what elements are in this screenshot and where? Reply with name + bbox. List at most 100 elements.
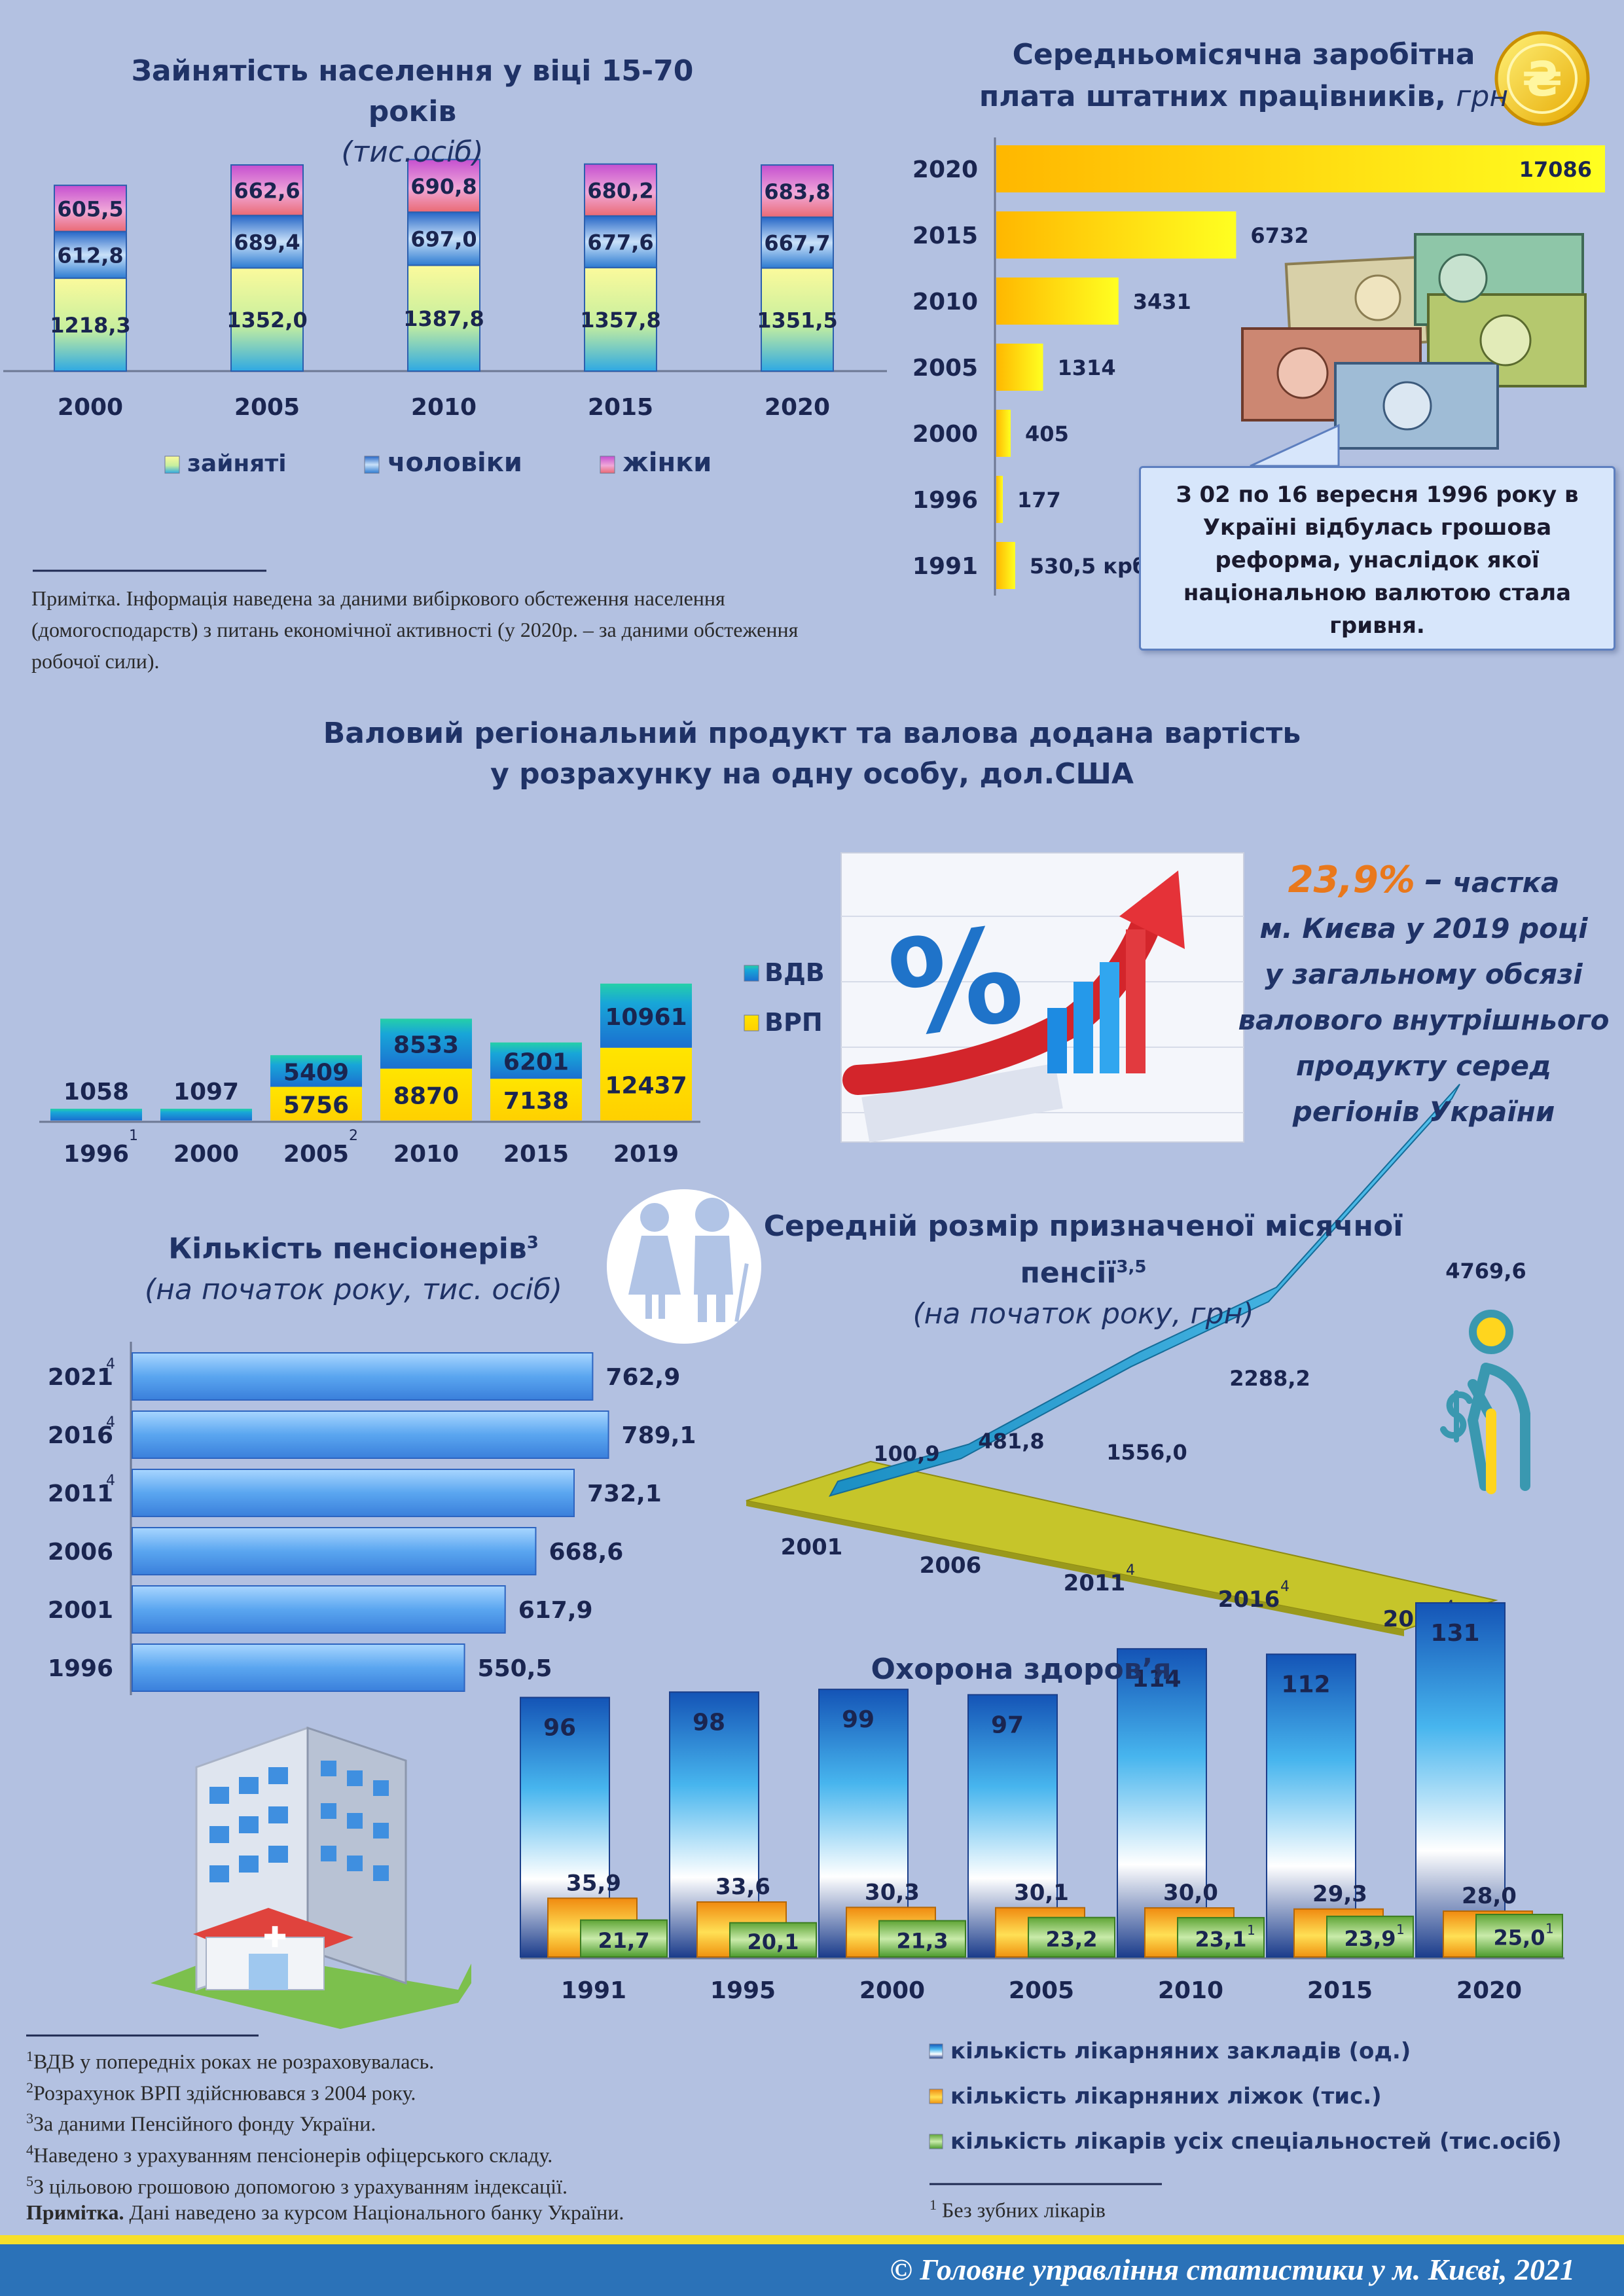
legend-label-doctors: кількість лікарів усіх спеціальностей (т…	[950, 2128, 1562, 2155]
salary-bar	[996, 344, 1043, 391]
legend-label-vdv: ВДВ	[765, 958, 825, 987]
salary-value-label: 530,5 крб	[1030, 554, 1147, 579]
salary-bar	[996, 211, 1236, 259]
salary-year-label: 2010	[912, 289, 978, 315]
pensioners-year-sup: 4	[106, 1473, 115, 1489]
gdp-year-sup: 2	[349, 1128, 358, 1144]
employment-data-label: 1351,5	[757, 308, 837, 332]
banknotes-illustration	[1241, 233, 1587, 450]
pensioners-value-label: 550,5	[478, 1655, 552, 1682]
health-year-label: 1991	[561, 1977, 626, 2004]
employment-bar-segment	[761, 164, 834, 218]
health-doctors-label: 23,2	[1046, 1927, 1098, 1952]
employment-bar-segment	[584, 266, 657, 372]
health-hospitals-label: 131	[1430, 1620, 1479, 1647]
hryvnia-sign: ₴	[1522, 52, 1562, 107]
employment-bar-segment	[54, 185, 127, 232]
gdp-bar-vrp	[490, 1079, 582, 1121]
gdp-legend: ВДВ ВРП	[744, 958, 825, 1037]
pensioners-subtitle: (на початок року, тис. осіб)	[144, 1272, 563, 1306]
health-bar-doctors	[580, 1919, 668, 1958]
gdp-year-label: 2019	[613, 1141, 679, 1168]
footnote-note: Примітка. Дані наведено за курсом Націон…	[26, 2200, 624, 2225]
employment-bar-segment	[761, 216, 834, 269]
health-doctors-sup: 1	[1545, 1921, 1554, 1937]
salary-title: Середньомісячна заробітна плата штатних …	[969, 34, 1519, 118]
gdp-vrp-label: 7138	[503, 1088, 569, 1115]
elderly-man-cane-icon	[1440, 1310, 1530, 1494]
health-year-label: 2005	[1009, 1977, 1074, 2004]
legend-label-employed: зайняті	[187, 450, 287, 477]
health-year-label: 2010	[1158, 1977, 1223, 2004]
health-year-label: 2020	[1456, 1977, 1522, 2004]
footnote-item: 5З цільовою грошовою допомогою з урахува…	[26, 2172, 568, 2198]
salary-bar	[996, 476, 1003, 523]
pensioners-value-label: 668,6	[549, 1539, 623, 1566]
kyiv-share-line: продукту серед	[1296, 1050, 1551, 1082]
employment-year-label: 2000	[58, 394, 123, 421]
health-doctors-label: 25,0	[1494, 1926, 1545, 1950]
health-bar-hospitals	[1415, 1602, 1506, 1958]
kyiv-share-line: регіонів України	[1292, 1096, 1555, 1128]
kyiv-share-dash: –	[1424, 859, 1443, 901]
pensioners-year-label: 2006	[48, 1539, 113, 1566]
employment-title-text: Зайнятість населення у віці 15-70 років	[131, 54, 694, 128]
gdp-vrp-label: 5756	[283, 1092, 349, 1119]
employment-bar-segment	[54, 230, 127, 279]
salary-value-label: 405	[1025, 422, 1069, 446]
health-beds-label: 30,0	[1163, 1880, 1218, 1906]
health-doctors-label: 23,9	[1344, 1926, 1396, 1951]
health-doctors-label: 20,1	[748, 1929, 799, 1954]
employment-legend: зайняті чоловіки жінки	[164, 448, 712, 478]
gdp-title-line2: у розрахунку на одну особу, дол.США	[490, 757, 1134, 791]
gdp-year-label: 2005	[283, 1141, 349, 1168]
salary-bar	[996, 145, 1605, 192]
employment-bar-segment	[230, 215, 304, 269]
pension-value-label: 481,8	[978, 1429, 1044, 1454]
health-beds-label: 33,6	[715, 1874, 770, 1900]
health-bar-doctors	[729, 1922, 817, 1958]
kyiv-share-text: 23,9% – частка м. Києва у 2019 році у за…	[1237, 857, 1610, 1135]
health-chart: ✚ 96 35,9 21,7 1991 98 33,6 20,1 1995 99 30,3 21,3…	[26, 1602, 1564, 2185]
pension-year-sup: 4	[1280, 1579, 1290, 1595]
legend-swatch-vrp	[744, 1014, 759, 1031]
employment-bar-segment	[761, 267, 834, 372]
salary-bar	[996, 542, 1015, 589]
employment-data-label: 662,6	[234, 179, 300, 204]
pensioners-value-label: 617,9	[518, 1597, 593, 1624]
currency-reform-callout: З 02 по 16 вересня 1996 року в Україні в…	[1139, 466, 1615, 651]
salary-year-label: 2005	[912, 355, 978, 382]
health-hospitals-label: 96	[543, 1715, 576, 1742]
pension-title-text: Середній розмір призначеної місячної пен…	[763, 1210, 1403, 1290]
gdp-title-line1: Валовий регіональний продукт та валова д…	[323, 717, 1301, 750]
salary-year-label: 2020	[912, 156, 978, 183]
gdp-year-label: 1996	[63, 1141, 129, 1168]
gdp-vrp-label: 12437	[605, 1072, 687, 1099]
salary-title-text: Середньомісячна заробітна плата штатних …	[979, 38, 1475, 113]
pensioners-value-label: 789,1	[622, 1422, 696, 1449]
employment-year-label: 2015	[588, 394, 653, 421]
gdp-year-sup: 1	[129, 1128, 138, 1144]
employment-bar-segment	[584, 215, 657, 268]
pension-value-label: 100,9	[873, 1441, 939, 1466]
health-doctors-label: 21,3	[897, 1928, 948, 1953]
kyiv-share-percent: 23,9%	[1288, 859, 1415, 901]
gdp-bar-vdv	[270, 1055, 362, 1087]
health-bars: 96 35,9 21,7 1991 98 33,6 20,1 1995 99 30,3 21,3 20…	[520, 1602, 1563, 2004]
health-footnote: 1 Без зубних лікарів	[929, 2197, 1106, 2222]
pension-value-label: 2288,2	[1229, 1366, 1310, 1391]
hryvnia-coin-ring	[1507, 43, 1578, 114]
pension-chart: 100,9 481,8 1556,0 2288,2 4769,6 2001 2006 2011…	[746, 1083, 1530, 1636]
employment-data-label: 1387,8	[403, 306, 484, 331]
salary-year-label: 2015	[912, 223, 978, 249]
gdp-bar-vdv	[160, 1109, 252, 1121]
employment-bar-segment	[584, 163, 657, 217]
gdp-bar-vdv	[50, 1109, 142, 1121]
employment-data-label: 612,8	[57, 243, 123, 268]
footnotes: 1ВДВ у попередніх роках не розраховувала…	[26, 2043, 812, 2225]
legend-swatch-hospitals	[929, 2043, 943, 2059]
health-hospitals-label: 97	[991, 1712, 1024, 1738]
health-title: Охорона здоров’я	[871, 1653, 1172, 1686]
